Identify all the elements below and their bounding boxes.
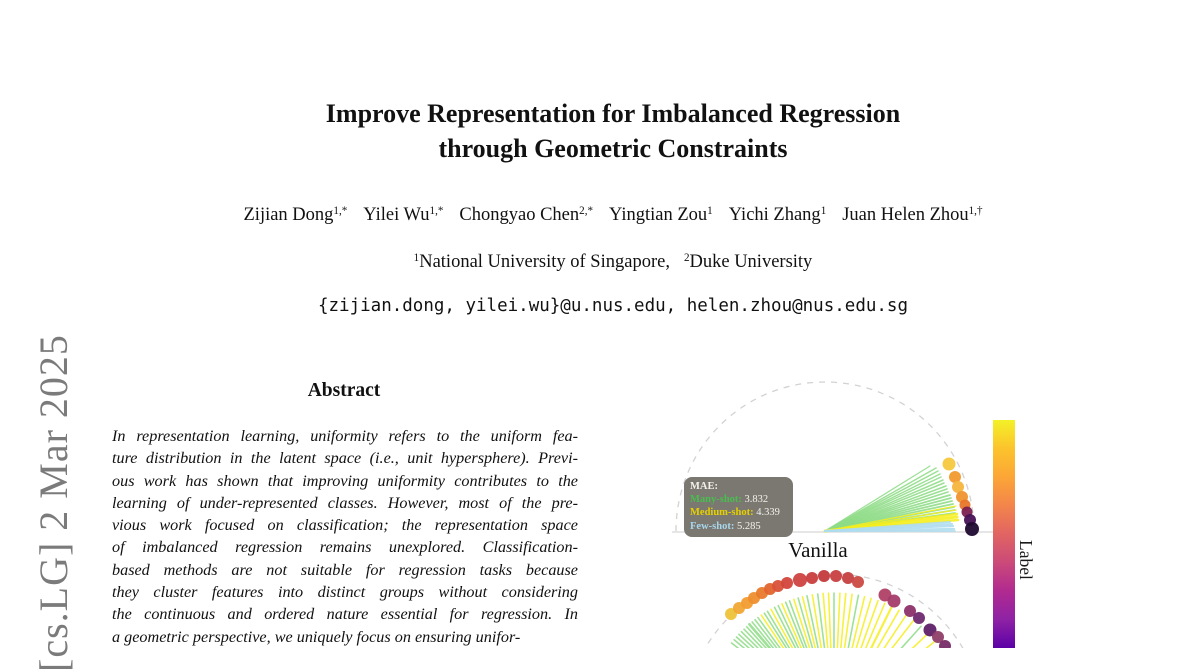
second-feature-line <box>870 605 893 648</box>
author: Zijian Dong1,* <box>243 204 348 225</box>
author: Yingtian Zou1 <box>609 204 713 225</box>
second-feature-line <box>855 597 872 648</box>
affiliations-line: 1National University of Singapore, 2Duke … <box>128 252 1098 273</box>
abstract-line: a geometric perspective, we uniquely foc… <box>112 627 521 646</box>
second-feature-line <box>891 619 915 648</box>
second-feature-line <box>860 599 879 648</box>
vanilla-label-dot <box>965 522 979 536</box>
vanilla-feature-line <box>824 505 957 532</box>
emails-line: {zijian.dong, yilei.wu}@u.nus.edu, helen… <box>317 296 908 316</box>
mae-tooltip-row: Medium-shot: 4.339 <box>690 507 780 519</box>
author: Chongyao Chen2,* <box>459 204 594 225</box>
second-feature-line <box>806 595 819 648</box>
second-feature-line <box>751 621 775 648</box>
second-feature-line <box>876 609 900 648</box>
second-label-dot <box>852 576 864 588</box>
second-label-dot <box>904 605 916 617</box>
second-feature-line <box>748 622 772 648</box>
second-feature-line <box>745 625 768 648</box>
second-label-dot <box>818 570 830 582</box>
second-feature-line <box>743 628 764 648</box>
second-label-dot <box>932 631 944 643</box>
affiliation: 2Duke University <box>683 251 813 272</box>
vanilla-label-dot <box>942 457 956 471</box>
second-feature-line <box>777 604 800 648</box>
author: Yilei Wu1,* <box>363 204 444 225</box>
colorbar-label: Label <box>1016 540 1036 580</box>
paper-page: { "paper": { "title_line1": "Improve Rep… <box>31 96 1098 672</box>
second-feature-line <box>797 597 814 648</box>
second-feature-line <box>740 630 760 648</box>
second-feature-line <box>836 592 841 648</box>
second-feature-line <box>784 601 805 648</box>
second-feature-line <box>781 603 803 648</box>
abstract-line: ous work has shown that improving unifor… <box>112 471 578 490</box>
second-label-dot <box>923 623 937 637</box>
abstract-body: In representation learning, uniformity r… <box>112 425 578 648</box>
abstract-line: of imbalanced regression remains unexplo… <box>112 538 578 557</box>
abstract-line: learning of under-represented classes. H… <box>112 493 578 512</box>
feature-space-figure <box>672 381 1011 648</box>
mae-tooltip-row: Many-shot: 3.832 <box>690 494 769 506</box>
vanilla-label-dot <box>952 481 964 493</box>
title-line-1: Improve Representation for Imbalanced Re… <box>325 99 901 128</box>
abstract-line: based methods are not suitable for regre… <box>112 560 578 579</box>
second-feature-line <box>757 616 781 648</box>
second-label-dot <box>781 577 793 589</box>
vanilla-plot <box>672 381 1011 536</box>
second-feature-line <box>770 608 794 648</box>
label-colorbar <box>993 420 1015 648</box>
author: Juan Helen Zhou1,† <box>842 204 983 225</box>
second-feature-line <box>793 598 811 648</box>
mae-tooltip: MAE: Many-shot: 3.832 Medium-shot: 4.339 F… <box>684 477 793 537</box>
author: Yichi Zhang1 <box>728 204 827 225</box>
second-feature-line <box>811 594 823 648</box>
second-label-dot <box>913 612 925 624</box>
second-feature-line <box>847 594 860 648</box>
second-feature-line <box>816 593 826 648</box>
second-feature-line <box>801 596 817 648</box>
second-feature-line <box>827 592 832 648</box>
mae-tooltip-row: Few-shot: 5.285 <box>690 520 761 532</box>
second-feature-line <box>754 618 778 648</box>
abstract-line: they cluster features into distinct grou… <box>112 583 578 602</box>
second-feature-line <box>788 600 808 648</box>
abstract-line: In representation learning, uniformity r… <box>112 427 578 445</box>
second-label-dot <box>793 573 807 587</box>
second-label-dot <box>830 570 842 582</box>
second-feature-line <box>766 610 791 648</box>
second-feature-line <box>840 592 847 648</box>
page-title: Improve Representation for Imbalanced Re… <box>128 96 1098 166</box>
second-feature-line <box>864 602 886 648</box>
mae-tooltip-title: MAE: <box>690 481 718 492</box>
second-label-dot <box>939 640 951 648</box>
abstract-line: ture distribution in the latent space (i… <box>112 449 578 468</box>
vanilla-feature-line <box>824 465 931 532</box>
second-feature-line <box>843 593 853 648</box>
second-label-dot <box>806 572 818 584</box>
affiliation: 1National University of Singapore, <box>413 251 670 272</box>
authors-line: Zijian Dong1,* Yilei Wu1,* Chongyao Chen2,… <box>128 205 1098 226</box>
second-feature-line <box>763 612 788 648</box>
second-label-dot <box>842 572 854 584</box>
second-feature-line <box>822 592 829 648</box>
vanilla-caption: Vanilla <box>788 538 848 562</box>
second-label-dot <box>887 594 901 608</box>
second-feature-line <box>760 614 785 648</box>
vanilla-dashed-arc <box>675 381 975 532</box>
second-feature-line <box>900 625 922 648</box>
abstract-line: vious work focused on classification; th… <box>112 516 578 535</box>
second-feature-line <box>851 595 866 648</box>
second-feature-line <box>773 606 797 648</box>
vanilla-label-dot <box>949 471 961 483</box>
arxiv-watermark: [cs.LG] 2 Mar 2025 <box>31 334 76 672</box>
abstract-line: the continuous and ordered nature essent… <box>112 605 578 624</box>
title-line-2: through Geometric Constraints <box>438 134 788 163</box>
second-feature-line <box>883 614 908 648</box>
abstract-heading: Abstract <box>307 380 381 401</box>
second-plot <box>704 570 964 648</box>
